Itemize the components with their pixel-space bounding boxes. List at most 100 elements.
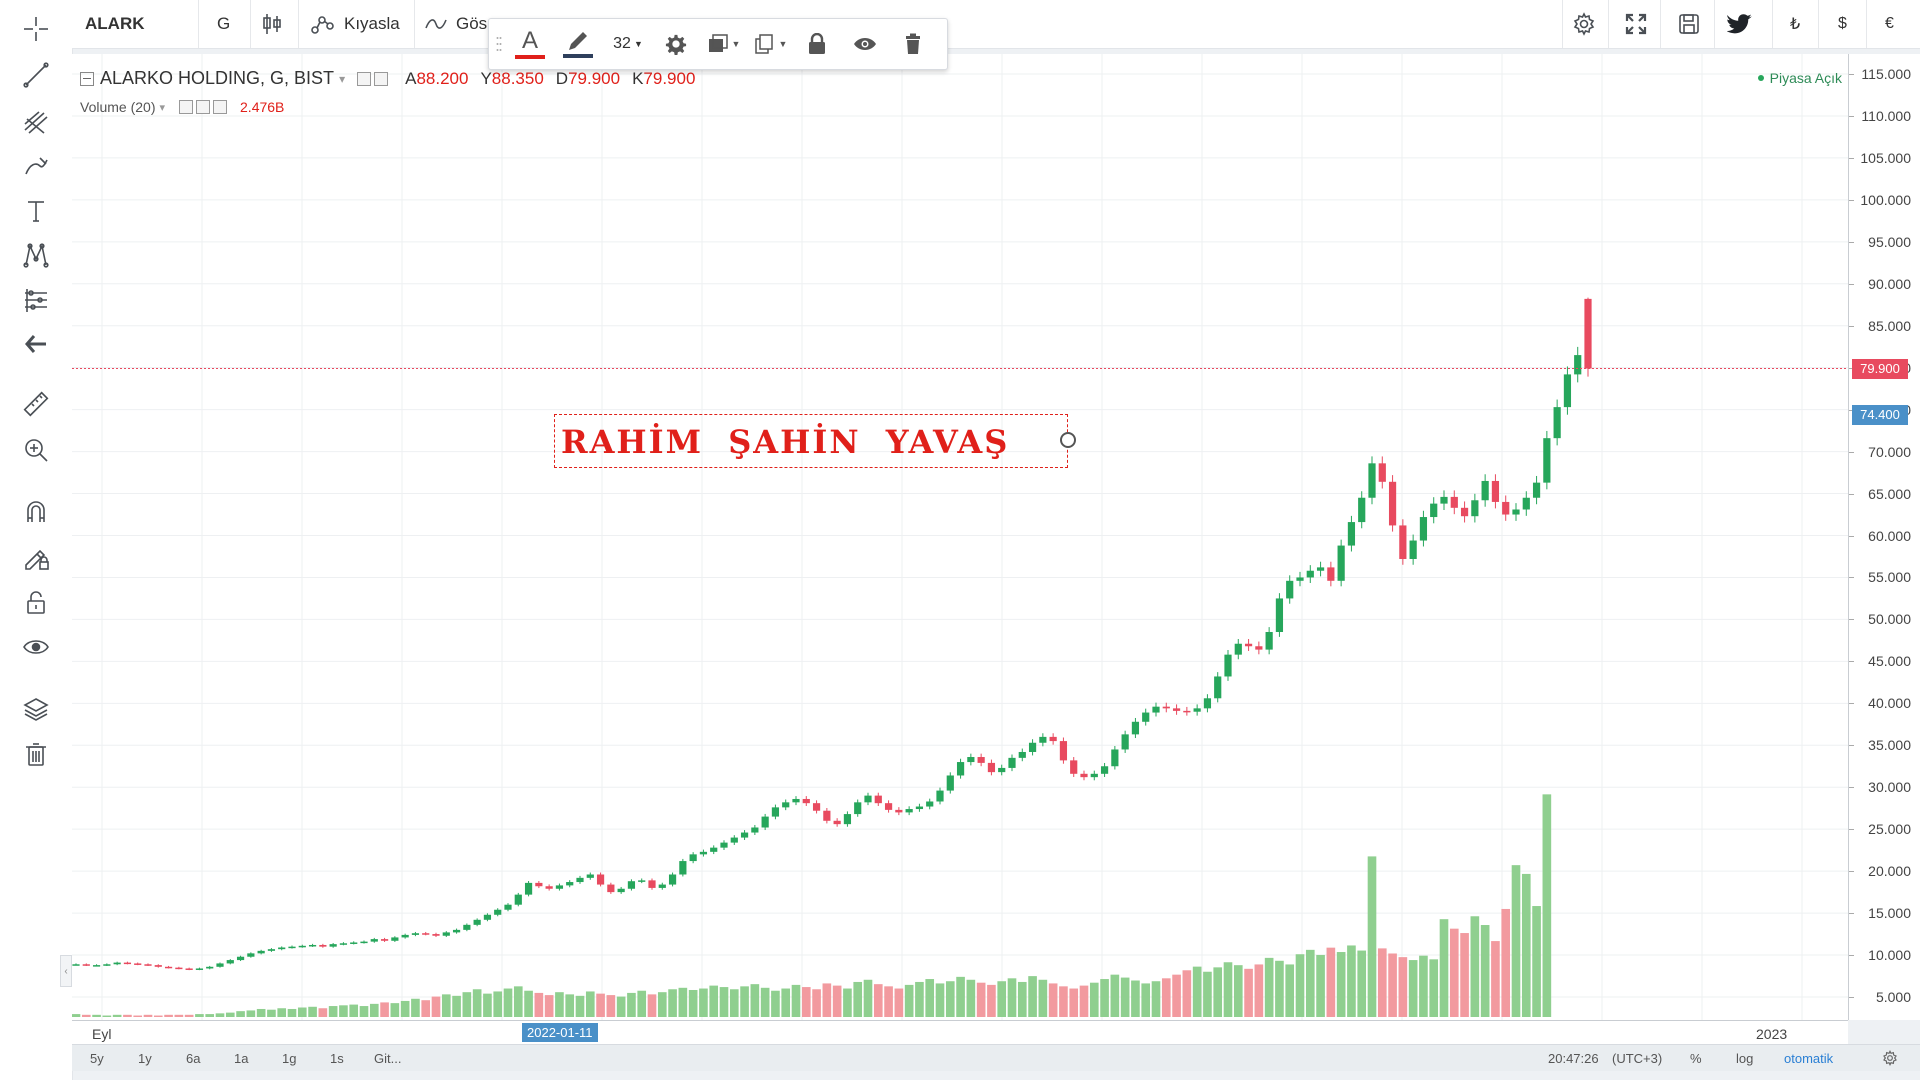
settings-gear-icon[interactable] xyxy=(1572,0,1596,48)
timezone-button[interactable]: (UTC+3) xyxy=(1612,1050,1663,1066)
text-tool-icon[interactable] xyxy=(18,193,54,229)
pencil-icon xyxy=(563,30,593,58)
interval-button[interactable]: G xyxy=(217,14,231,33)
volume-bar xyxy=(349,1004,359,1017)
volume-dropdown-icon[interactable]: ▾ xyxy=(159,101,166,114)
chart-pane[interactable]: ALARKO HOLDING, G, BIST ▾ A 88.200 Y 88.… xyxy=(71,54,1848,1020)
candle-body xyxy=(1471,500,1479,517)
range-6a[interactable]: 6a xyxy=(186,1050,201,1066)
line-color-button[interactable] xyxy=(555,19,601,69)
unlock-icon[interactable] xyxy=(18,584,54,620)
volume-bar xyxy=(894,988,904,1017)
layers-icon[interactable] xyxy=(18,691,54,727)
twitter-share-icon[interactable] xyxy=(1727,0,1753,48)
candle-body xyxy=(751,827,759,833)
range-5y[interactable]: 5y xyxy=(90,1050,104,1066)
legend-settings-icon[interactable] xyxy=(374,71,389,86)
volume-bar xyxy=(1038,979,1048,1017)
log-scale-button[interactable]: log xyxy=(1736,1050,1754,1066)
volume-bar xyxy=(102,1015,112,1017)
volume-bar xyxy=(1059,986,1068,1017)
pitchfork-icon[interactable] xyxy=(18,104,54,140)
indicators-button[interactable]: Gös xyxy=(424,0,487,48)
candle-body xyxy=(1162,706,1170,709)
goto-date-button[interactable]: Git... xyxy=(374,1050,402,1066)
candle-body xyxy=(370,939,378,942)
divider xyxy=(1866,0,1867,48)
collapse-toolbar-handle[interactable]: ‹ xyxy=(60,955,72,987)
candle-body xyxy=(668,874,677,885)
price-axis[interactable]: 115.000 110.000 105.000 100.000 95.000 90.000… xyxy=(1848,54,1920,1020)
compare-icon xyxy=(308,12,336,36)
volume-bar xyxy=(688,989,698,1017)
auto-scale-button[interactable]: otomatik xyxy=(1784,1050,1834,1066)
compare-button[interactable]: Kıyasla xyxy=(308,0,400,48)
volume-settings-icon[interactable] xyxy=(196,100,211,114)
candle-body xyxy=(998,767,1006,773)
drawing-settings-gear-icon[interactable] xyxy=(654,19,698,69)
range-1y[interactable]: 1y xyxy=(138,1050,152,1066)
range-1a[interactable]: 1a xyxy=(234,1050,249,1066)
trash-icon[interactable] xyxy=(18,736,54,772)
price-axis-tick xyxy=(1849,619,1854,621)
brush-icon[interactable] xyxy=(18,148,54,184)
high-prefix: Y xyxy=(480,68,492,88)
trend-line-icon[interactable] xyxy=(18,57,54,93)
volume-bar xyxy=(277,1008,287,1017)
hide-drawing-eye-icon[interactable] xyxy=(843,19,887,69)
volume-bar xyxy=(1449,928,1459,1017)
currency-try-button[interactable]: ₺ xyxy=(1790,16,1801,33)
symbol-description: ALARKO HOLDING, G, BIST xyxy=(100,68,335,88)
time-axis[interactable]: Eyl 2022-01-11 2023 xyxy=(72,1020,1848,1045)
save-chart-icon[interactable] xyxy=(1677,0,1701,48)
candle-body xyxy=(1306,570,1314,578)
stay-drawing-icon[interactable] xyxy=(18,539,54,575)
ruler-icon[interactable] xyxy=(18,386,54,422)
volume-remove-icon[interactable] xyxy=(213,100,228,114)
pattern-tool-icon[interactable] xyxy=(18,237,54,273)
drawing-properties-toolbar: A 32 ▼ ▼ ▼ xyxy=(488,18,948,70)
volume-bar xyxy=(1285,964,1295,1017)
currency-usd-button[interactable]: $ xyxy=(1838,15,1847,32)
lock-icon[interactable] xyxy=(795,19,839,69)
text-color-button[interactable]: A xyxy=(507,19,553,69)
visibility-eye-icon[interactable] xyxy=(18,629,54,665)
candle-body xyxy=(771,807,780,817)
price-chart[interactable] xyxy=(71,54,1848,1020)
volume-bar xyxy=(1028,976,1037,1017)
delete-drawing-trash-icon[interactable] xyxy=(891,19,935,69)
fullscreen-icon[interactable] xyxy=(1624,0,1648,48)
legend-dropdown-icon[interactable]: ▾ xyxy=(339,71,346,86)
forecast-tool-icon[interactable] xyxy=(18,282,54,318)
range-1s[interactable]: 1s xyxy=(330,1050,344,1066)
volume-bar xyxy=(195,1014,204,1017)
annotation-resize-handle[interactable] xyxy=(1060,432,1076,448)
volume-bar xyxy=(1110,974,1120,1017)
zoom-in-icon[interactable] xyxy=(18,432,54,468)
collapse-legend-icon[interactable] xyxy=(80,71,94,86)
drag-handle-icon[interactable] xyxy=(493,19,505,69)
candle-body xyxy=(1378,463,1386,482)
legend-hide-icon[interactable] xyxy=(357,71,372,86)
volume-bar xyxy=(966,979,976,1017)
crosshair-icon[interactable] xyxy=(18,11,54,47)
font-size-value: 32 xyxy=(613,35,631,52)
percent-scale-button[interactable]: % xyxy=(1690,1050,1702,1066)
text-annotation[interactable]: RAHİM ŞAHİN YAVAŞ xyxy=(554,414,1076,468)
candle-style-icon[interactable] xyxy=(260,0,284,48)
magnet-icon[interactable] xyxy=(18,494,54,530)
currency-eur-button[interactable]: € xyxy=(1885,15,1894,32)
symbol-search-button[interactable]: ALARK xyxy=(85,14,145,33)
chart-settings-gear-icon[interactable] xyxy=(1882,1045,1898,1071)
volume-bar xyxy=(915,981,924,1017)
font-size-dropdown[interactable]: 32 ▼ xyxy=(605,19,651,69)
clone-dropdown[interactable]: ▼ xyxy=(747,19,793,69)
volume-bar xyxy=(1264,957,1274,1017)
range-1g[interactable]: 1g xyxy=(282,1050,297,1066)
volume-hide-icon[interactable] xyxy=(179,100,194,114)
volume-bar xyxy=(184,1014,194,1017)
price-axis-label: 30.000 xyxy=(1868,779,1911,796)
visual-order-dropdown[interactable]: ▼ xyxy=(701,19,745,69)
volume-bar xyxy=(359,1006,369,1017)
back-arrow-icon[interactable] xyxy=(18,326,54,362)
